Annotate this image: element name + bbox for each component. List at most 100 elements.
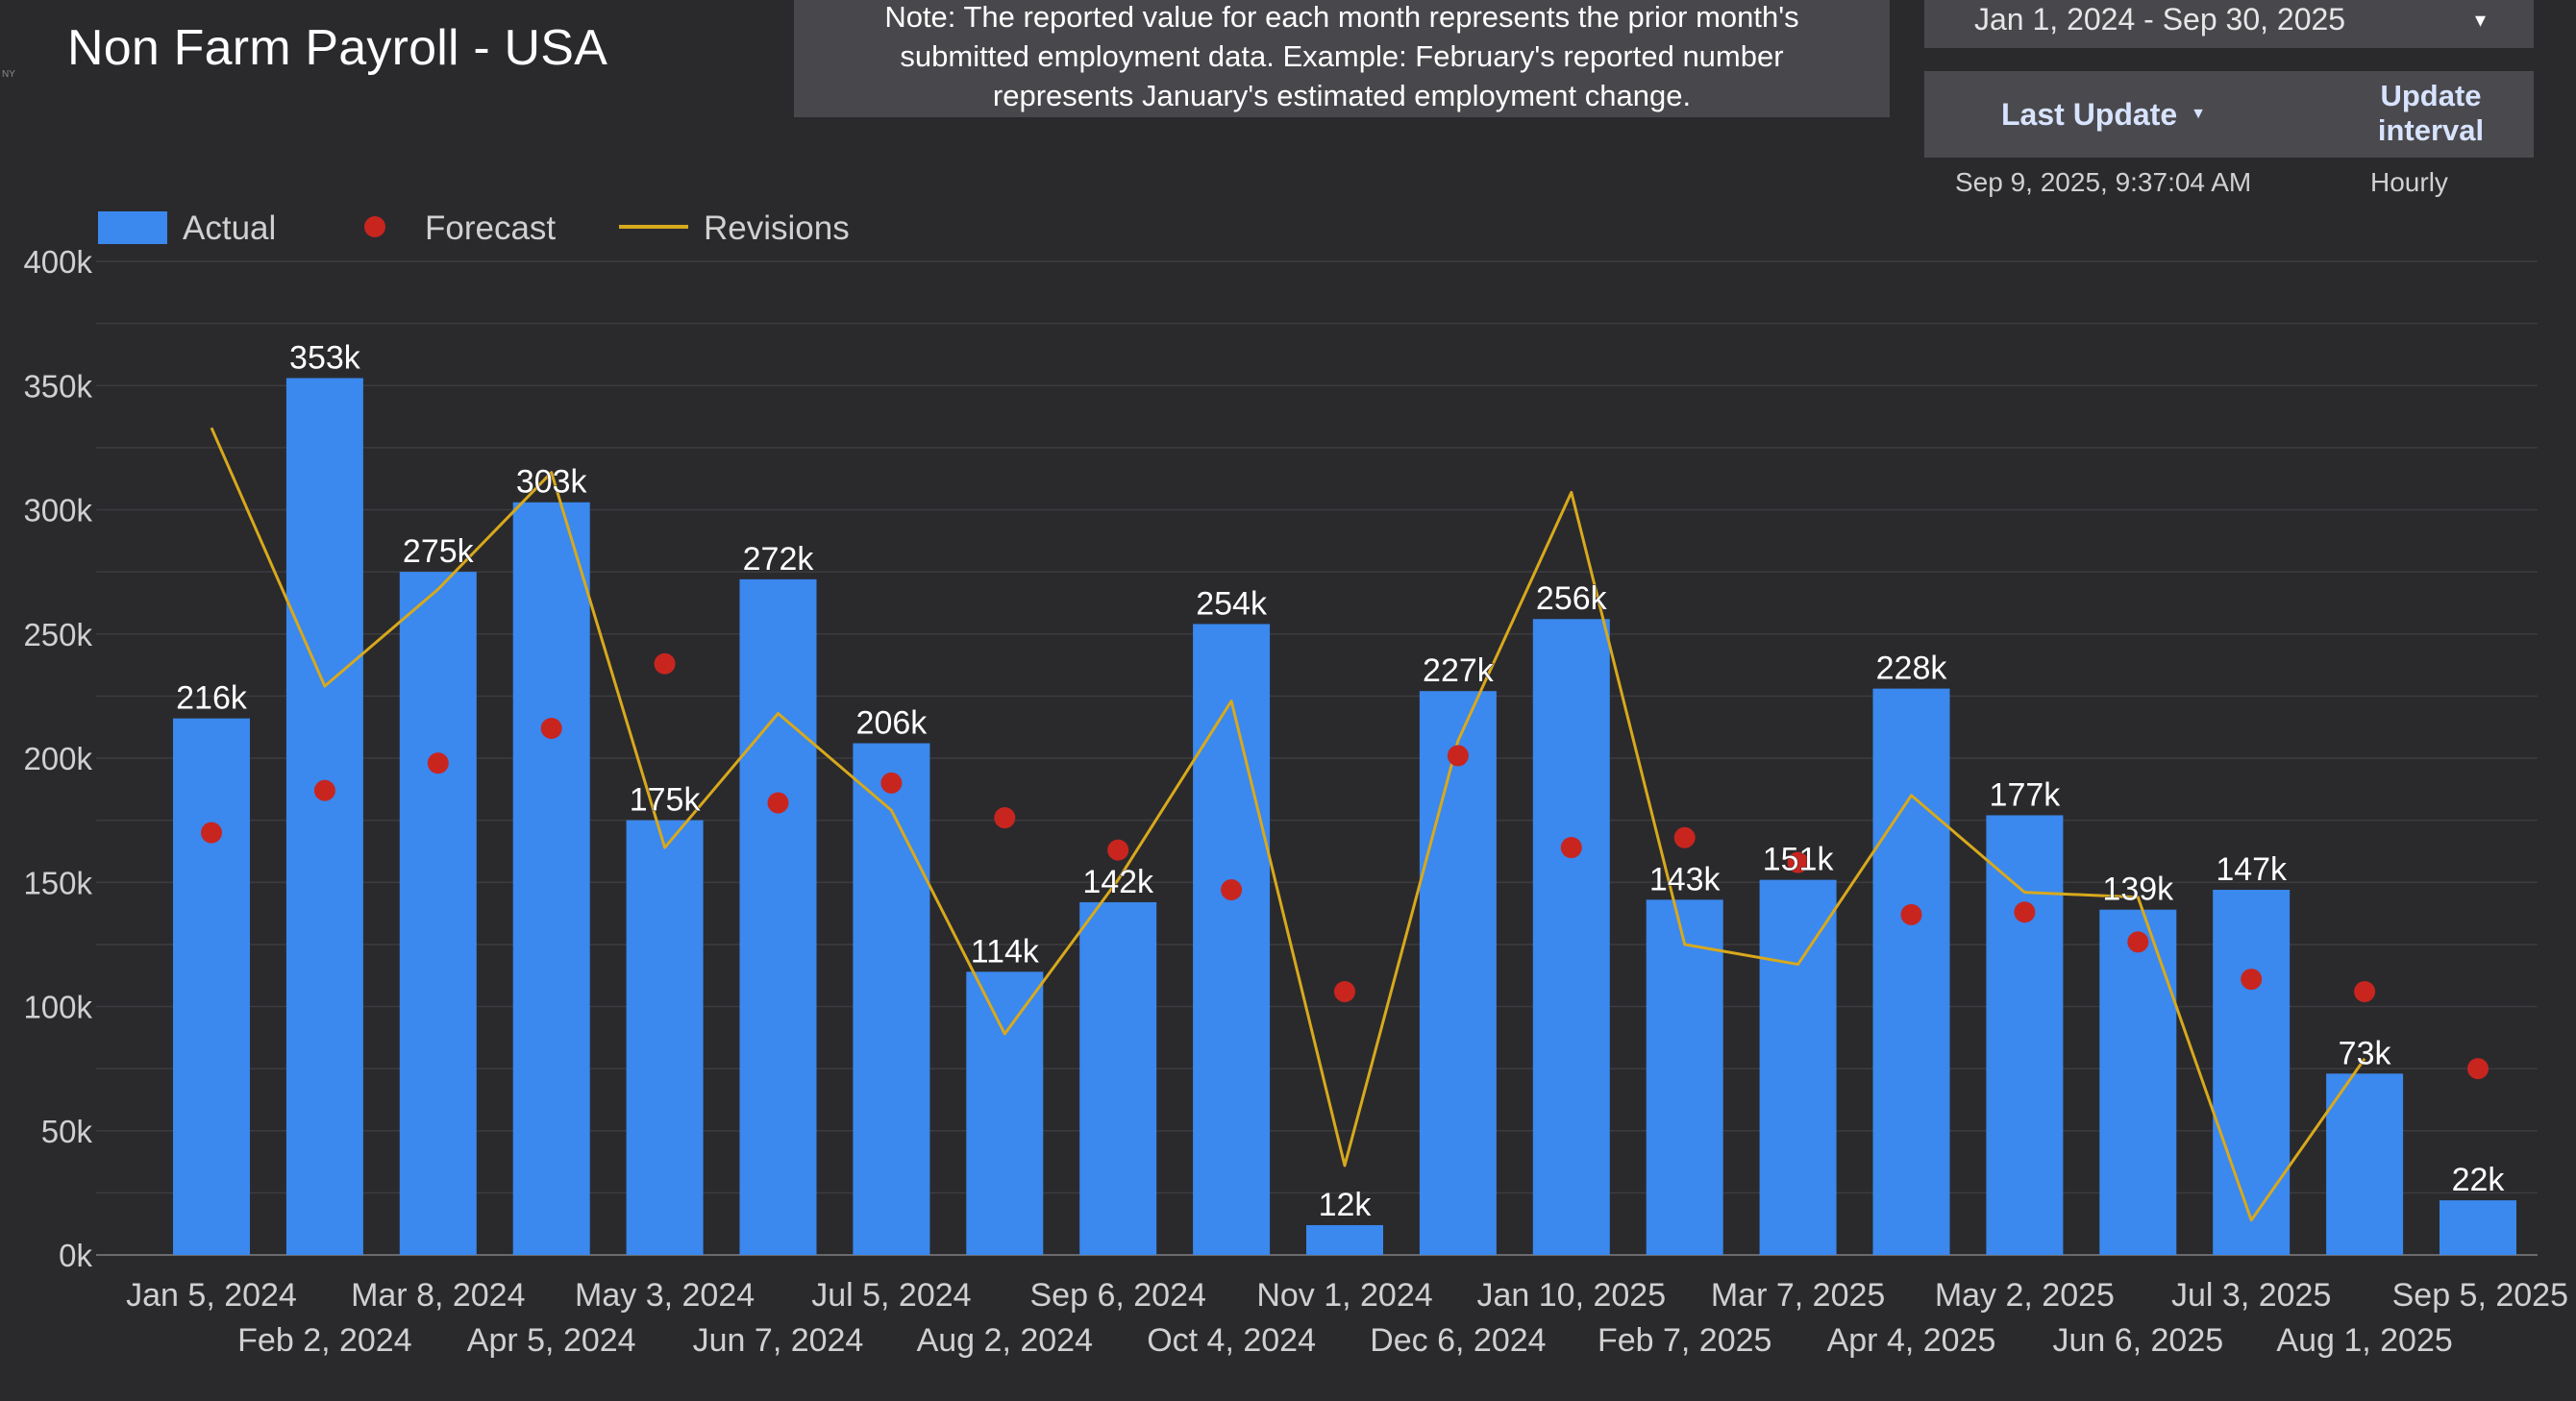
update-interval-header[interactable]: Update interval [2359,79,2503,148]
bar-data-label: 303k [516,464,588,501]
date-range-picker[interactable]: Jan 1, 2024 - Sep 30, 2025 ▾ [1924,0,2534,48]
y-tick-label: 250k [23,617,92,652]
last-update-value: Sep 9, 2025, 9:37:04 AM [1955,167,2252,197]
forecast-point [1334,980,1355,1002]
bar-data-label: 272k [743,541,815,578]
forecast-point [1673,826,1696,848]
x-tick-label: Feb 7, 2025 [1598,1322,1771,1359]
forecast-point [201,822,222,844]
bar-actual [2440,1200,2516,1255]
note-line: Note: The reported value for each month … [884,0,1799,34]
forecast-point [654,652,676,675]
revisions-line [210,427,2366,1222]
forecast-point [994,807,1016,829]
bar-data-label: 216k [176,680,248,717]
last-update-sort-header[interactable]: Last Update ▼ [2001,71,2206,158]
y-tick-label: 50k [41,1114,93,1149]
bar-actual [1986,815,2064,1255]
bar-actual [1532,619,1610,1255]
bar-data-label: 254k [1196,585,1268,622]
bar-actual [1872,688,1950,1255]
dropdown-arrow-icon: ▾ [2474,8,2486,32]
note-line: represents January's estimated employmen… [992,78,1692,112]
bar-actual [2326,1073,2404,1255]
bar-actual [1759,879,1837,1255]
forecast-point [767,792,789,814]
legend-revisions-label: Revisions [704,209,850,247]
bar-data-label: 143k [1649,861,1721,897]
update-info-table: Last Update ▼ Update interval [1924,71,2534,158]
note-box: Note: The reported value for each month … [794,0,1890,117]
bar-actual [739,578,817,1255]
bar-data-label: 256k [1536,580,1608,617]
bar-actual [966,971,1044,1255]
x-tick-label: Nov 1, 2024 [1256,1277,1432,1314]
forecast-point [2467,1058,2489,1080]
forecast-point [1900,903,1922,925]
bar-actual [2213,890,2291,1255]
legend-forecast-label: Forecast [425,209,556,247]
x-tick-label: Mar 7, 2025 [1711,1277,1885,1314]
interval-label-line: interval [2377,113,2485,147]
interval-label-line: Update [2380,79,2482,112]
bar-data-label: 114k [971,933,1040,970]
bar-actual [285,378,363,1255]
bar-data-label: 12k [1319,1187,1373,1223]
forecast-point [2241,969,2263,991]
bar-data-label: 353k [289,339,361,376]
x-tick-label: Feb 2, 2024 [237,1322,411,1359]
forecast-point [1221,879,1243,901]
bar-data-label: 142k [1082,864,1154,900]
bar-actual [173,718,250,1255]
bar-data-label: 73k [2339,1035,2392,1071]
legend-actual-label: Actual [183,209,276,247]
x-tick-label: May 3, 2024 [575,1277,755,1314]
bar-actual [399,572,477,1255]
bar-data-label: 275k [403,533,475,570]
bar-data-label: 151k [1763,842,1835,878]
forecast-point [880,772,903,794]
x-tick-label: Oct 4, 2024 [1147,1322,1316,1359]
forecast-point [2014,901,2036,923]
bar-data-label: 147k [2216,851,2288,888]
bar-actual [2099,909,2177,1255]
x-tick-label: Jul 3, 2025 [2171,1277,2331,1314]
sort-down-icon: ▼ [2191,106,2206,122]
bar-data-label: 22k [2452,1162,2506,1198]
x-tick-label: Mar 8, 2024 [351,1277,525,1314]
bar-actual [853,743,930,1255]
forecast-point [1787,851,1809,873]
y-tick-label: 400k [23,244,92,280]
x-tick-label: Jun 6, 2025 [2052,1322,2223,1359]
forecast-point [313,779,335,801]
x-tick-label: Jun 7, 2024 [693,1322,864,1359]
forecast-point [427,752,449,774]
note-line: submitted employment data. Example: Febr… [900,38,1784,73]
bar-actual [1646,899,1723,1255]
forecast-point [1447,745,1469,767]
bar-actual [1193,624,1271,1255]
x-tick-label: Sep 5, 2025 [2392,1277,2568,1314]
x-tick-label: Jan 10, 2025 [1476,1277,1666,1314]
bar-actual [626,820,704,1255]
page-title: Non Farm Payroll - USA [67,20,608,76]
forecast-point [1107,839,1129,861]
bar-actual [1079,901,1157,1255]
y-tick-label: 300k [23,493,92,528]
update-interval-value: Hourly [2370,167,2448,197]
bar-data-label: 139k [2102,872,2174,908]
x-tick-label: Apr 4, 2025 [1827,1322,1996,1359]
x-tick-label: Jan 5, 2024 [126,1277,297,1314]
x-tick-label: Aug 2, 2024 [917,1322,1093,1359]
x-tick-label: May 2, 2025 [1935,1277,2115,1314]
y-tick-label: 100k [23,990,92,1025]
bar-data-label: 228k [1876,651,1948,687]
forecast-point [540,717,562,739]
y-tick-label: 200k [23,741,92,776]
x-tick-label: Aug 1, 2025 [2276,1322,2452,1359]
y-tick-label: 150k [23,865,92,900]
bar-actual [512,502,590,1255]
forecast-point [2127,931,2149,953]
forecast-point [2354,980,2376,1002]
